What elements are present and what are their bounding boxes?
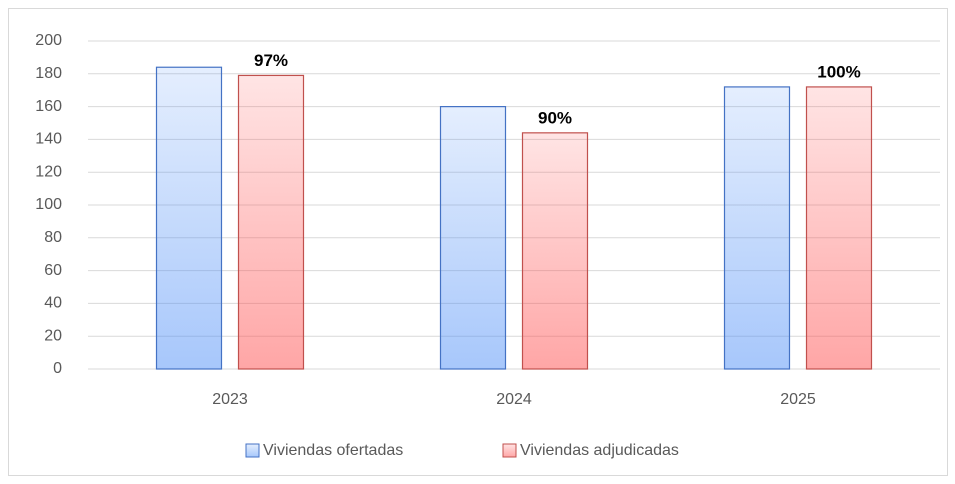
annotation: 90%: [538, 108, 572, 127]
annotation: 97%: [254, 51, 288, 70]
x-tick-label: 2025: [780, 391, 816, 408]
y-tick-label: 20: [44, 327, 62, 344]
x-tick-label: 2023: [212, 391, 248, 408]
y-tick-label: 100: [35, 196, 62, 213]
y-tick-label: 180: [35, 65, 62, 82]
y-tick-label: 80: [44, 229, 62, 246]
legend-label: Viviendas ofertadas: [263, 442, 403, 459]
y-tick-label: 200: [35, 32, 62, 49]
bar: [805, 86, 873, 370]
x-tick-label: 2024: [496, 391, 532, 408]
bar: [723, 86, 791, 370]
legend-swatch: [245, 443, 260, 458]
y-tick-label: 140: [35, 131, 62, 148]
annotation: 100%: [817, 62, 860, 81]
y-tick-label: 60: [44, 262, 62, 279]
legend-label: Viviendas adjudicadas: [520, 442, 679, 459]
y-tick-label: 40: [44, 295, 62, 312]
bar: [155, 66, 223, 370]
bar: [521, 132, 589, 370]
y-tick-label: 160: [35, 98, 62, 115]
bar: [439, 105, 507, 370]
legend-swatch: [502, 443, 517, 458]
bar: [237, 74, 305, 370]
y-tick-label: 0: [53, 360, 62, 377]
y-tick-label: 120: [35, 163, 62, 180]
